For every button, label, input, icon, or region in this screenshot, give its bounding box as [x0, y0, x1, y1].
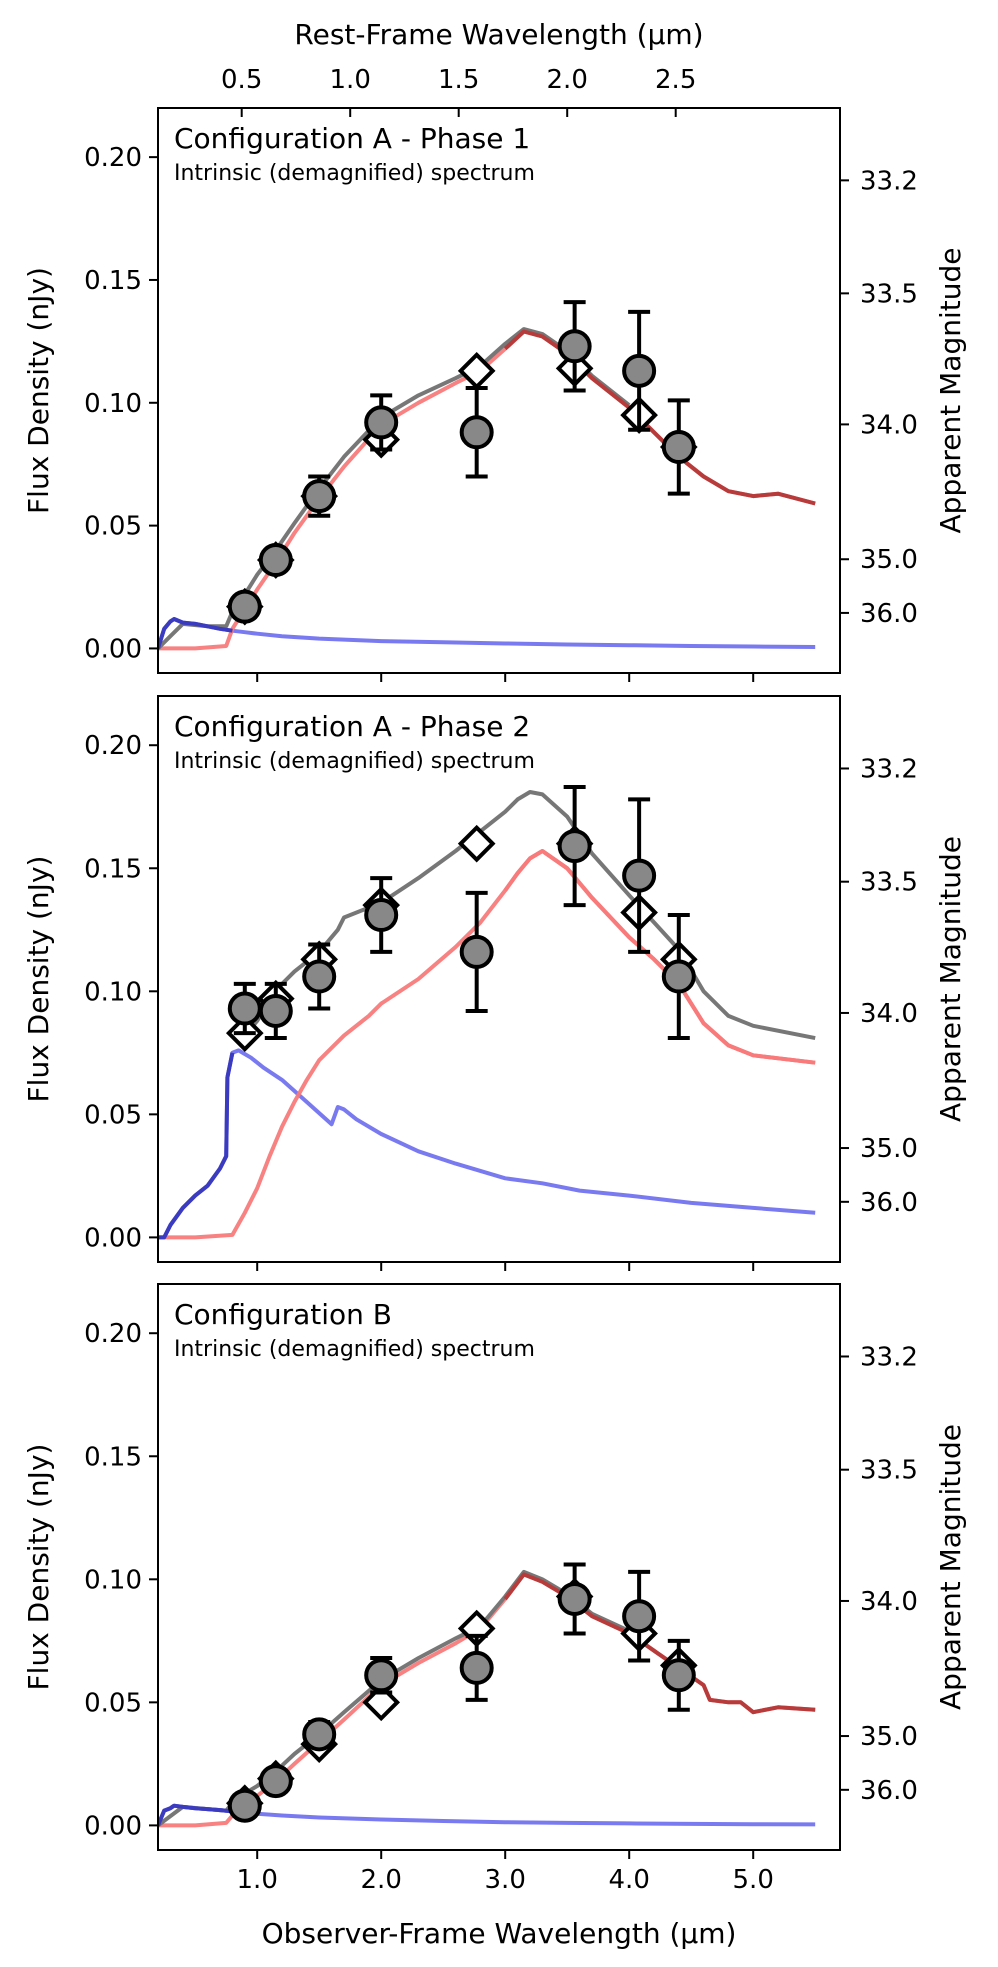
- y-axis-tick-label: 0.00: [84, 634, 142, 664]
- y-axis-title: Flux Density (nJy): [22, 1444, 55, 1691]
- top-axis-tick-label: 1.5: [438, 65, 479, 95]
- magnitude-axis-title: Apparent Magnitude: [934, 248, 967, 534]
- panel-subtitle: Intrinsic (demagnified) spectrum: [174, 161, 535, 186]
- panel-subtitle: Intrinsic (demagnified) spectrum: [174, 1337, 535, 1362]
- magnitude-tick-label: 33.2: [860, 166, 918, 196]
- top-axis-tick-label: 2.5: [655, 65, 696, 95]
- observed-photometry-point: [302, 959, 337, 994]
- x-axis-title: Observer-Frame Wavelength (µm): [262, 1917, 737, 1950]
- observed-photometry-point: [557, 1581, 592, 1616]
- observed-photometry-point: [459, 1650, 494, 1685]
- top-axis-tick-label: 1.0: [330, 65, 371, 95]
- panel-subtitle: Intrinsic (demagnified) spectrum: [174, 749, 535, 774]
- magnitude-tick-label: 33.2: [860, 754, 918, 784]
- y-axis-tick-label: 0.10: [84, 1565, 142, 1595]
- x-axis-tick-label: 1.0: [237, 1865, 278, 1895]
- y-axis-tick-label: 0.00: [84, 1811, 142, 1841]
- model-photometry-diamond: [457, 824, 496, 863]
- panel-1: 0.00 0.05 0.10 0.15 0.20 33.2 33.5 34.0 35.0 36.0…: [22, 107, 967, 682]
- panel-title: Configuration A - Phase 1: [174, 122, 530, 155]
- magnitude-tick-label: 34.0: [860, 410, 918, 440]
- observed-photometry-point: [622, 858, 657, 893]
- x-axis-tick-label: 3.0: [485, 1865, 526, 1895]
- blue-component-head: [158, 1052, 235, 1240]
- y-axis-tick-label: 0.05: [84, 512, 142, 542]
- observed-photometry-point: [364, 1658, 399, 1693]
- y-axis-title: Flux Density (nJy): [22, 267, 55, 514]
- magnitude-axis-title: Apparent Magnitude: [934, 1424, 967, 1710]
- x-axis-tick-label: 2.0: [361, 1865, 402, 1895]
- magnitude-tick-label: 35.0: [860, 545, 918, 575]
- top-axis-tick-label: 0.5: [221, 65, 262, 95]
- y-axis-tick-label: 0.20: [84, 143, 142, 173]
- y-axis-tick-label: 0.00: [84, 1223, 142, 1253]
- observed-photometry-point: [227, 589, 262, 624]
- magnitude-axis-title: Apparent Magnitude: [934, 836, 967, 1122]
- y-axis-tick-label: 0.10: [84, 389, 142, 419]
- panel-plot-area: [158, 790, 816, 1240]
- red-component-tail: [503, 849, 816, 1065]
- y-axis-tick-label: 0.15: [84, 854, 142, 884]
- observed-photometry-point: [661, 430, 696, 464]
- panels-layer: 0.5 1.0 1.5 2.0 2.5 0.00 0.05 0.10 0.15 0.20 33.2 3…: [22, 65, 967, 1895]
- observed-photometry-point: [459, 415, 494, 450]
- blue-component-head: [158, 1803, 233, 1827]
- observed-photometry-point: [302, 1717, 337, 1752]
- magnitude-tick-label: 34.0: [860, 999, 918, 1029]
- observed-photometry-point: [557, 829, 592, 864]
- magnitude-tick-label: 36.0: [860, 1776, 918, 1806]
- observed-photometry-point: [227, 991, 262, 1026]
- observed-photometry-point: [661, 959, 696, 994]
- x-axis-tick-label: 4.0: [609, 1865, 650, 1895]
- observed-photometry-point: [227, 1788, 262, 1823]
- observed-photometry-point: [364, 405, 399, 440]
- magnitude-tick-label: 35.0: [860, 1722, 918, 1752]
- y-axis-tick-label: 0.10: [84, 977, 142, 1007]
- y-axis-title: Flux Density (nJy): [22, 856, 55, 1103]
- observed-photometry-point: [364, 898, 399, 933]
- panel-frame: [157, 695, 841, 1263]
- total-spectrum-line: [158, 327, 631, 650]
- panel-frame: [157, 1283, 841, 1851]
- magnitude-tick-label: 35.0: [860, 1134, 918, 1164]
- top-axis-title: Rest-Frame Wavelength (µm): [294, 18, 703, 51]
- magnitude-tick-label: 33.5: [860, 1456, 918, 1486]
- observed-photometry-point: [258, 993, 293, 1028]
- magnitude-tick-label: 34.0: [860, 1587, 918, 1617]
- y-axis-tick-label: 0.20: [84, 731, 142, 761]
- magnitude-tick-label: 33.5: [860, 279, 918, 309]
- observed-photometry-point: [258, 543, 293, 577]
- panel-title: Configuration A - Phase 2: [174, 710, 530, 743]
- y-axis-tick-label: 0.05: [84, 1688, 142, 1718]
- y-axis-tick-label: 0.05: [84, 1100, 142, 1130]
- y-axis-tick-label: 0.15: [84, 1442, 142, 1472]
- observed-photometry-point: [557, 329, 592, 364]
- panel-frame: [157, 107, 841, 674]
- magnitude-tick-label: 36.0: [860, 599, 918, 629]
- observed-photometry-point: [459, 934, 494, 969]
- observed-photometry-point: [661, 1658, 696, 1693]
- panel-2: 0.00 0.05 0.10 0.15 0.20 33.2 33.5 34.0 35.0 36.0…: [22, 695, 967, 1271]
- blue-component-head: [158, 617, 233, 650]
- panel-3: 0.00 0.05 0.10 0.15 0.20 1.0 2.0 3.0 4.0 5.0 33.2 3…: [22, 1283, 967, 1895]
- magnitude-tick-label: 36.0: [860, 1188, 918, 1218]
- top-axis-tick-label: 2.0: [547, 65, 588, 95]
- observed-photometry-point: [258, 1764, 293, 1799]
- panel-title: Configuration B: [174, 1298, 392, 1331]
- magnitude-tick-label: 33.2: [860, 1342, 918, 1372]
- magnitude-tick-label: 33.5: [860, 868, 918, 898]
- red-component-tail: [503, 329, 816, 506]
- observed-photometry-point: [622, 1599, 657, 1634]
- observed-photometry-point: [622, 353, 657, 388]
- y-axis-tick-label: 0.20: [84, 1319, 142, 1349]
- y-axis-tick-label: 0.15: [84, 266, 142, 296]
- x-axis-tick-label: 5.0: [733, 1865, 774, 1895]
- observed-photometry-point: [302, 479, 337, 514]
